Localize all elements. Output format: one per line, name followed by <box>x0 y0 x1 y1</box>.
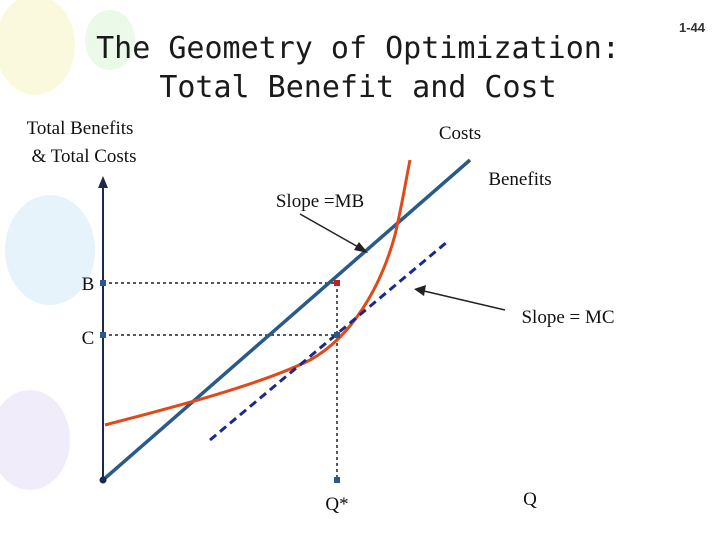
arrow-head <box>414 285 426 296</box>
slope-mc-label: Slope = MC <box>521 307 614 328</box>
point <box>334 280 340 286</box>
y-axis-arrow <box>98 176 108 188</box>
point <box>334 332 340 338</box>
b-label: B <box>82 274 95 295</box>
point <box>100 332 106 338</box>
q-star-label: Q* <box>325 494 348 515</box>
arrow-head <box>354 242 368 253</box>
tangent-line <box>209 240 448 442</box>
costs-label: Costs <box>439 123 481 144</box>
origin <box>99 476 107 484</box>
title: The Geometry of Optimization: <box>96 31 620 66</box>
benefits-label: Benefits <box>488 169 551 190</box>
slide-number: 1-44 <box>679 20 706 35</box>
benefits-line <box>101 158 472 482</box>
q-label: Q <box>523 489 537 510</box>
y-axis-label: Total Benefits <box>27 118 134 139</box>
slope-mb-label: Slope =MB <box>276 191 364 212</box>
background-balloons <box>0 0 135 490</box>
point <box>334 477 340 483</box>
arrow <box>299 213 361 249</box>
title: Total Benefit and Cost <box>159 70 556 105</box>
arrow <box>423 290 506 311</box>
c-label: C <box>82 328 95 349</box>
y-axis-label: & Total Costs <box>32 146 137 167</box>
point <box>100 280 106 286</box>
costs-curve <box>104 159 412 427</box>
